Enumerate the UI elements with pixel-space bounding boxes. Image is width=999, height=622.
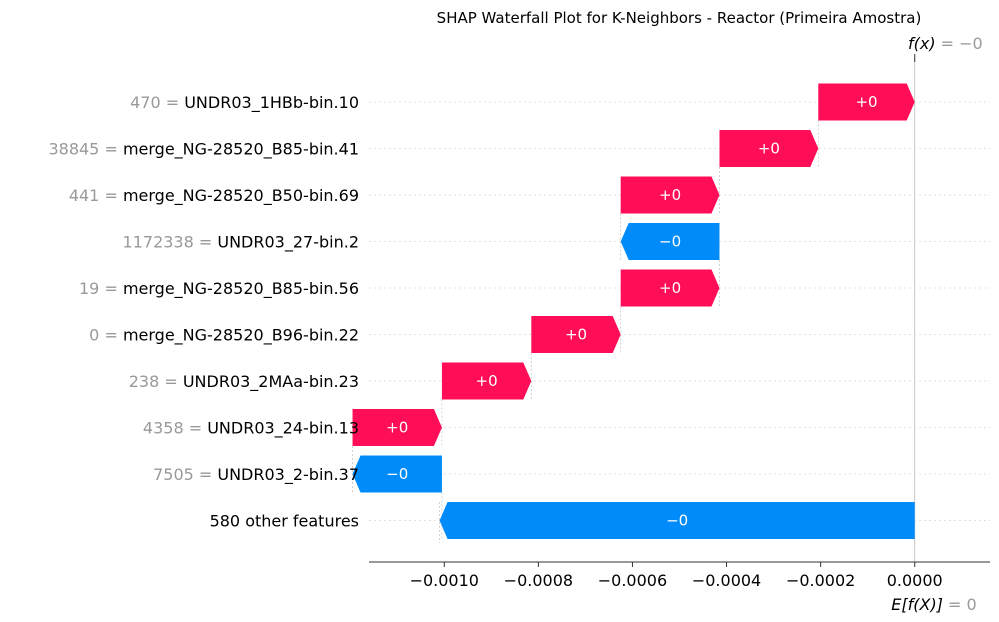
x-ticks: −0.0010 −0.0008 −0.0006 −0.0004 −0.0002 0.000… <box>410 562 943 590</box>
feature-label: 0 = merge_NG-28520_B96-bin.22 <box>89 326 359 346</box>
waterfall-bar <box>620 223 720 260</box>
feature-label: 4358 = UNDR03_24-bin.13 <box>143 419 359 439</box>
x-tick-label: −0.0006 <box>598 571 667 590</box>
feature-label: 441 = merge_NG-28520_B50-bin.69 <box>69 186 359 206</box>
bars: +0 +0 +0 −0 +0 +0 +0 +0 −0 −0 <box>352 83 915 539</box>
feature-label: 7505 = UNDR03_2-bin.37 <box>153 465 359 485</box>
feature-name: merge_NG-28520_B96-bin.22 <box>123 326 359 346</box>
feature-label: 580 other features <box>210 512 359 531</box>
waterfall-bar <box>531 316 621 353</box>
feature-label: 19 = merge_NG-28520_B85-bin.56 <box>79 279 359 299</box>
waterfall-bar <box>441 362 532 400</box>
output-label: f(x) <box>908 34 941 53</box>
base-value: = 0 <box>948 595 977 614</box>
feature-value: 4358 = <box>143 419 207 438</box>
base-label: E[f(X)] <box>891 595 948 614</box>
x-tick-label: −0.0010 <box>410 571 479 590</box>
x-tick-label: −0.0008 <box>504 571 573 590</box>
bar-value-label: −0 <box>666 512 688 530</box>
feature-value: 441 = <box>69 186 123 205</box>
x-tick-label: 0.0000 <box>887 571 943 590</box>
feature-value: 1172338 = <box>123 233 218 252</box>
output-value-label: f(x) = −0 <box>908 34 983 53</box>
waterfall-bar <box>818 83 915 121</box>
feature-value: 7505 = <box>153 465 217 484</box>
feature-name: merge_NG-28520_B85-bin.56 <box>123 279 359 299</box>
bar-value-label: +0 <box>476 372 498 390</box>
feature-labels: 470 = UNDR03_1HBb-bin.10 38845 = merge_NG… <box>48 93 359 531</box>
feature-value: 238 = <box>129 372 183 391</box>
chart-title: SHAP Waterfall Plot for K-Neighbors - Re… <box>437 9 922 27</box>
waterfall-bar <box>352 409 442 446</box>
feature-name: merge_NG-28520_B50-bin.69 <box>123 186 359 206</box>
x-tick-label: −0.0002 <box>786 571 855 590</box>
bar-value-label: −0 <box>659 233 681 251</box>
bar-value-label: +0 <box>659 186 681 204</box>
feature-label: 38845 = merge_NG-28520_B85-bin.41 <box>48 140 359 160</box>
feature-name: UNDR03_24-bin.13 <box>207 419 359 439</box>
feature-value: 0 = <box>89 326 123 345</box>
waterfall-bar <box>719 130 819 167</box>
base-value-label: E[f(X)] = 0 <box>891 595 976 614</box>
base-value-marker: E[f(X)] = 0 <box>891 595 976 614</box>
feature-value: 470 = <box>130 93 184 112</box>
output-value: = −0 <box>941 34 983 53</box>
bar-value-label: +0 <box>565 326 587 344</box>
feature-name: UNDR03_2-bin.37 <box>217 465 359 485</box>
feature-name: merge_NG-28520_B85-bin.41 <box>123 140 359 160</box>
x-tick-label: −0.0004 <box>692 571 761 590</box>
feature-name: UNDR03_1HBb-bin.10 <box>184 93 359 113</box>
bar-value-label: +0 <box>855 93 877 111</box>
feature-label: 470 = UNDR03_1HBb-bin.10 <box>130 93 359 113</box>
bar-value-label: −0 <box>386 465 408 483</box>
grid-lines <box>352 58 990 562</box>
feature-label: 238 = UNDR03_2MAa-bin.23 <box>129 372 359 392</box>
waterfall-bar <box>620 269 720 307</box>
feature-value: 38845 = <box>48 140 122 159</box>
waterfall-bar <box>439 502 915 539</box>
feature-name: 580 other features <box>210 512 359 531</box>
bar-value-label: +0 <box>659 279 681 297</box>
bar-value-label: +0 <box>758 140 780 158</box>
output-value-marker: f(x) = −0 <box>908 34 983 62</box>
bar-value-label: +0 <box>386 419 408 437</box>
feature-name: UNDR03_27-bin.2 <box>217 233 359 253</box>
feature-value: 19 = <box>79 279 123 298</box>
waterfall-bar <box>620 176 720 214</box>
feature-label: 1172338 = UNDR03_27-bin.2 <box>123 233 359 253</box>
waterfall-bar <box>352 455 442 493</box>
feature-name: UNDR03_2MAa-bin.23 <box>183 372 359 392</box>
